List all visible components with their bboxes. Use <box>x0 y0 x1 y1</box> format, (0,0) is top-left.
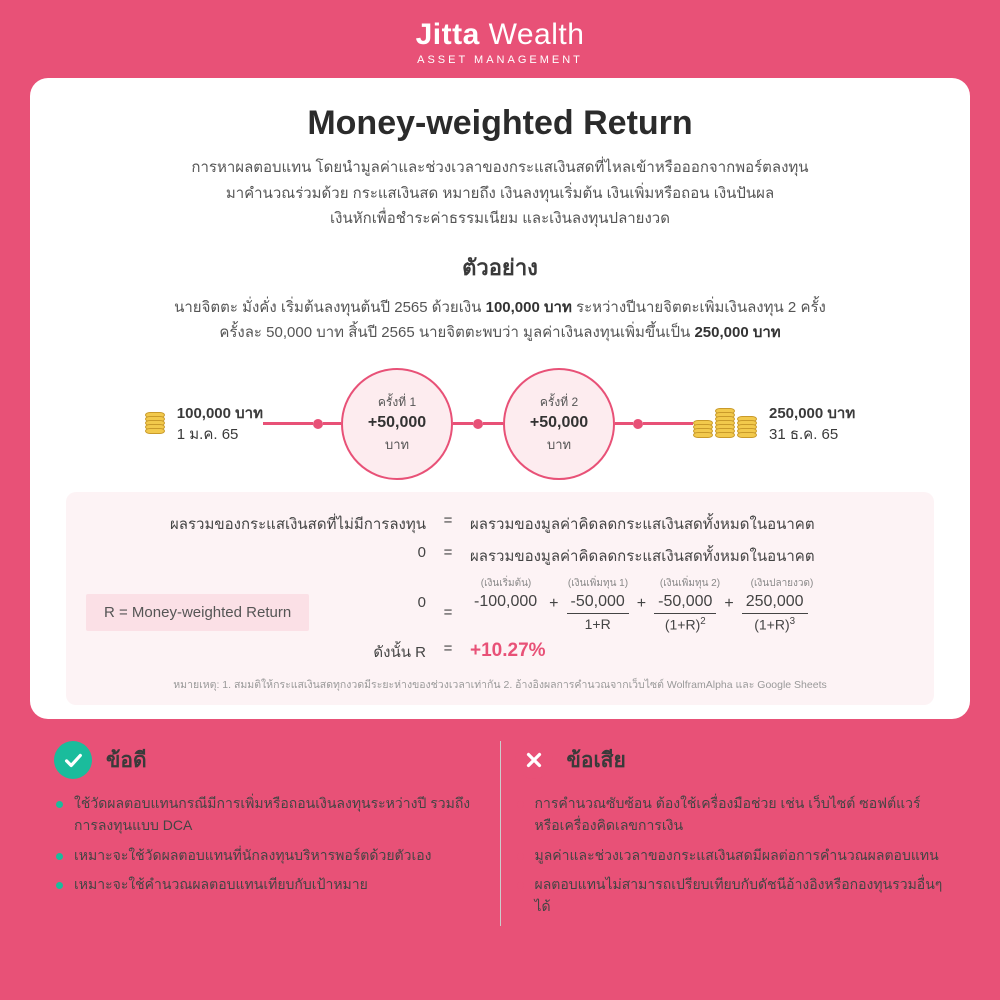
calculation-box: ผลรวมของกระแสเงินสดที่ไม่มีการลงทุน = ผล… <box>66 492 934 706</box>
list-item: เหมาะจะใช้วัดผลตอบแทนที่นักลงทุนบริหารพอ… <box>54 845 486 867</box>
list-item: ผลตอบแทนไม่สามารถเปรียบเทียบกับดัชนีอ้าง… <box>515 874 947 917</box>
pros-title: ข้อดี <box>106 744 147 777</box>
example-text: นายจิตตะ มั่งคั่ง เริ่มต้นลงทุนต้นปี 256… <box>66 295 934 346</box>
main-card: Money-weighted Return การหาผลตอบแทน โดยน… <box>30 78 970 719</box>
timeline-end: 250,000 บาท 31 ธ.ค. 65 <box>693 403 855 445</box>
list-item: เหมาะจะใช้คำนวณผลตอบแทนเทียบกับเป้าหมาย <box>54 874 486 896</box>
cons-column: ข้อเสีย การคำนวณซับซ้อน ต้องใช้เครื่องมื… <box>501 741 961 925</box>
r-definition-badge: R = Money-weighted Return <box>86 594 309 631</box>
cons-title: ข้อเสีย <box>567 744 626 777</box>
start-amount: 100,000 บาท <box>177 403 263 424</box>
add-bubble-1: ครั้งที่ 1 +50,000 บาท <box>341 368 453 480</box>
card-title: Money-weighted Return <box>66 104 934 143</box>
result-value: +10.27% <box>470 640 546 661</box>
calculation-note: หมายเหตุ: 1. สมมติให้กระแสเงินสดทุกงวดมี… <box>86 676 914 693</box>
coins-icon <box>693 410 757 438</box>
end-date: 31 ธ.ค. 65 <box>769 424 855 445</box>
timeline: 100,000 บาท 1 ม.ค. 65 ครั้งที่ 1 +50,000… <box>66 368 934 480</box>
check-icon <box>54 741 92 779</box>
list-item: การคำนวณซับซ้อน ต้องใช้เครื่องมือช่วย เช… <box>515 793 947 836</box>
start-date: 1 ม.ค. 65 <box>177 424 263 445</box>
list-item: มูลค่าและช่วงเวลาของกระแสเงินสดมีผลต่อกา… <box>515 845 947 867</box>
coins-icon <box>145 414 165 434</box>
pros-cons-section: ข้อดี ใช้วัดผลตอบแทนกรณีมีการเพิ่มหรือถอ… <box>40 741 960 925</box>
list-item: ใช้วัดผลตอบแทนกรณีมีการเพิ่มหรือถอนเงินล… <box>54 793 486 836</box>
cross-icon <box>515 741 553 779</box>
add-bubble-2: ครั้งที่ 2 +50,000 บาท <box>503 368 615 480</box>
timeline-start: 100,000 บาท 1 ม.ค. 65 <box>145 403 263 445</box>
brand-logo: Jitta Wealth ASSET MANAGEMENT <box>0 0 1000 78</box>
end-amount: 250,000 บาท <box>769 403 855 424</box>
card-description: การหาผลตอบแทน โดยนำมูลค่าและช่วงเวลาของก… <box>66 155 934 232</box>
pros-column: ข้อดี ใช้วัดผลตอบแทนกรณีมีการเพิ่มหรือถอ… <box>40 741 500 925</box>
example-title: ตัวอย่าง <box>66 250 934 285</box>
